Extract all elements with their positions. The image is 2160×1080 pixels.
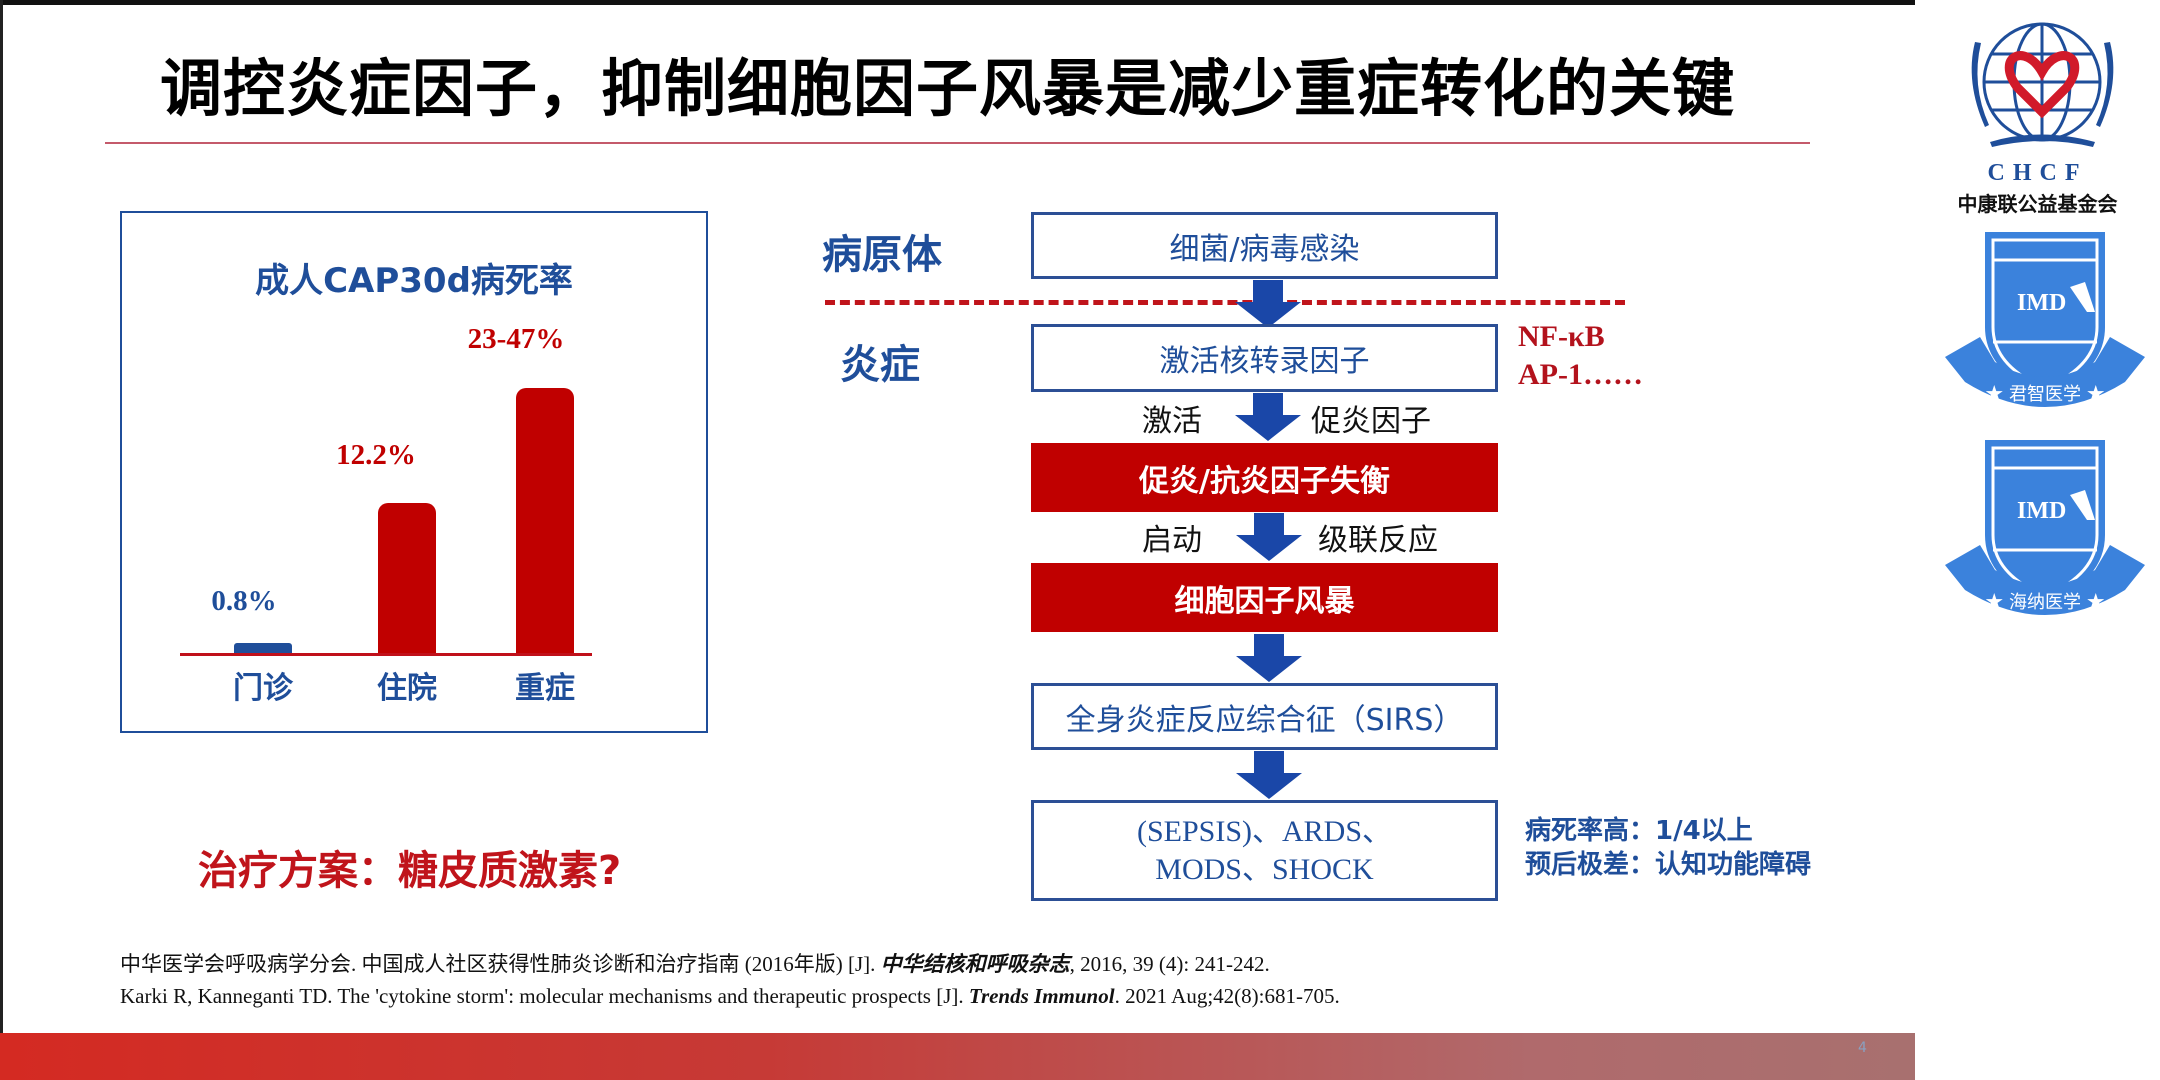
- factor-nfkb: NF-κB: [1518, 320, 1605, 353]
- chcf-logo-icon: [1971, 22, 2114, 147]
- arrow-label-cascade: 级联反应: [1318, 523, 1438, 558]
- imd-junzhi-logo-icon: IMD ★ 君智医学 ★: [1945, 232, 2145, 407]
- svg-text:IMD: IMD: [2017, 290, 2066, 316]
- treatment-question: 治疗方案：糖皮质激素?: [198, 848, 622, 894]
- logo-sidebar: CHCF 中康联公益基金会 IMD ★ 君智医学 ★ IMD ★ 海纳医学 ★: [1915, 0, 2160, 1080]
- down-arrow-icon: [1235, 393, 1301, 441]
- down-arrow-icon: [1235, 280, 1301, 328]
- journal-name: 中华结核和呼吸杂志: [880, 952, 1070, 976]
- category-inpatient: 住院: [377, 671, 437, 706]
- journal-name: Trends Immunol: [968, 984, 1115, 1008]
- svg-text:★ 君智医学 ★: ★ 君智医学 ★: [1985, 384, 2104, 405]
- category-outpatient: 门诊: [233, 671, 293, 706]
- slide: 调控炎症因子，抑制细胞因子风暴是减少重症转化的关键 成人CAP30d病死率 0.…: [0, 0, 1915, 1080]
- flow-box-outcomes: (SEPSIS)、ARDS、 MODS、SHOCK: [1031, 800, 1498, 901]
- x-axis: [180, 653, 592, 656]
- flow-box-sirs: 全身炎症反应综合征（SIRS）: [1031, 683, 1498, 750]
- flow-box-cytokine-storm: 细胞因子风暴: [1031, 563, 1498, 632]
- outcomes-line-2: MODS、SHOCK: [1155, 852, 1374, 886]
- note-mortality: 病死率高：1/4以上: [1525, 816, 1753, 846]
- zone-divider-dashed: [825, 300, 1625, 305]
- flow-box-transcription: 激活核转录因子: [1031, 324, 1498, 392]
- footer-band: [0, 1033, 1915, 1080]
- flow-box-imbalance: 促炎/抗炎因子失衡: [1031, 443, 1498, 512]
- down-arrow-icon: [1236, 751, 1302, 799]
- svg-text:★ 海纳医学 ★: ★ 海纳医学 ★: [1985, 592, 2104, 613]
- zone-label-inflammation: 炎症: [840, 342, 920, 388]
- chcf-abbr: CHCF: [1987, 160, 2088, 186]
- page-number: 4: [1858, 1040, 1867, 1056]
- left-border: [0, 0, 3, 1080]
- arrow-label-initiate: 启动: [1142, 523, 1202, 558]
- slide-title: 调控炎症因子，抑制细胞因子风暴是减少重症转化的关键: [160, 52, 1736, 125]
- arrow-label-proinflammatory: 促炎因子: [1311, 404, 1431, 439]
- mortality-chart: 成人CAP30d病死率 0.8% 12.2% 23-47% 门诊 住院 重症: [120, 211, 708, 733]
- bar-severe: [516, 388, 574, 653]
- reference-1: 中华医学会呼吸病学分会. 中国成人社区获得性肺炎诊断和治疗指南 (2016年版)…: [120, 952, 1270, 976]
- arrow-label-activate: 激活: [1142, 404, 1202, 439]
- references: 中华医学会呼吸病学分会. 中国成人社区获得性肺炎诊断和治疗指南 (2016年版)…: [120, 948, 1340, 1012]
- flow-box-infection: 细菌/病毒感染: [1031, 212, 1498, 279]
- top-border: [0, 0, 1915, 5]
- down-arrow-icon: [1236, 634, 1302, 682]
- bar-value-inpatient: 12.2%: [336, 439, 416, 471]
- factor-ap1: AP-1……: [1518, 358, 1643, 391]
- chart-title: 成人CAP30d病死率: [255, 261, 573, 301]
- zone-label-pathogen: 病原体: [822, 232, 942, 278]
- reference-2: Karki R, Kanneganti TD. The 'cytokine st…: [120, 984, 1340, 1008]
- category-severe: 重症: [515, 671, 575, 706]
- bar-outpatient: [234, 643, 292, 653]
- outcomes-line-1: (SEPSIS)、ARDS、: [1136, 814, 1393, 848]
- bar-value-outpatient: 0.8%: [211, 585, 277, 617]
- note-prognosis: 预后极差：认知功能障碍: [1525, 850, 1812, 880]
- chcf-name: 中康联公益基金会: [1957, 192, 2118, 216]
- bar-inpatient: [378, 503, 436, 653]
- svg-text:IMD: IMD: [2017, 498, 2066, 524]
- bar-value-severe: 23-47%: [467, 323, 565, 355]
- title-divider: [105, 142, 1810, 144]
- down-arrow-icon: [1236, 513, 1302, 561]
- imd-haina-logo-icon: IMD ★ 海纳医学 ★: [1945, 440, 2145, 615]
